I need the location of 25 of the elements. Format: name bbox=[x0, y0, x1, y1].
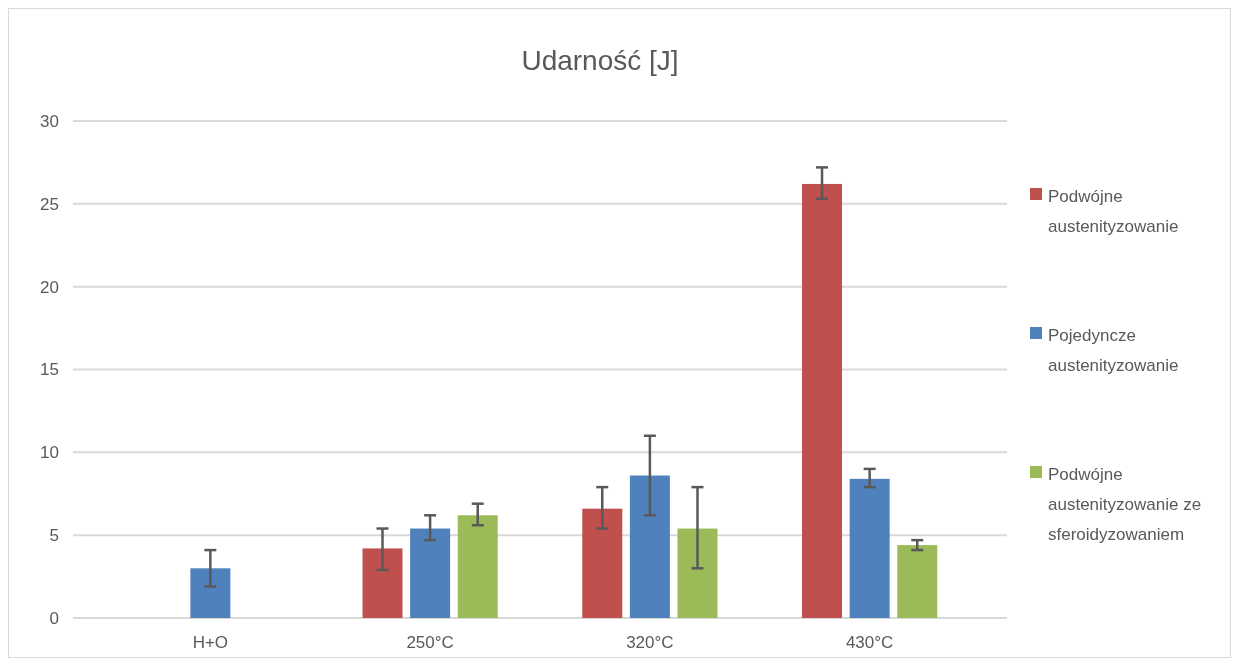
y-tick-label: 20 bbox=[40, 277, 59, 297]
x-tick-label: H+O bbox=[192, 633, 229, 652]
y-tick-label: 30 bbox=[40, 111, 59, 131]
x-tick-label: 250°C bbox=[406, 633, 454, 652]
legend-label: Pojedyncze austenityzowanie bbox=[1048, 325, 1179, 375]
bar bbox=[849, 478, 890, 618]
bar bbox=[457, 515, 498, 618]
y-tick-label: 5 bbox=[49, 526, 59, 546]
legend-label: Podwójne austenityzowanie ze sferoidyzowaniem bbox=[1048, 464, 1202, 544]
bar bbox=[802, 183, 843, 618]
y-tick-label: 10 bbox=[40, 443, 59, 463]
bar bbox=[897, 545, 938, 618]
y-tick-label: 25 bbox=[40, 194, 59, 214]
legend-label: Podwójne austenityzowanie bbox=[1048, 186, 1179, 236]
bar bbox=[410, 528, 451, 618]
chart-title: Udarność [J] bbox=[521, 45, 679, 76]
bar bbox=[582, 508, 623, 618]
bar bbox=[190, 568, 231, 618]
y-tick-label: 15 bbox=[40, 360, 59, 380]
y-tick-label: 0 bbox=[49, 608, 59, 628]
bar bbox=[362, 548, 403, 618]
x-tick-label: 320°C bbox=[626, 633, 674, 652]
x-tick-label: 430°C bbox=[845, 633, 894, 652]
bar bbox=[629, 475, 670, 618]
bar bbox=[677, 528, 718, 618]
